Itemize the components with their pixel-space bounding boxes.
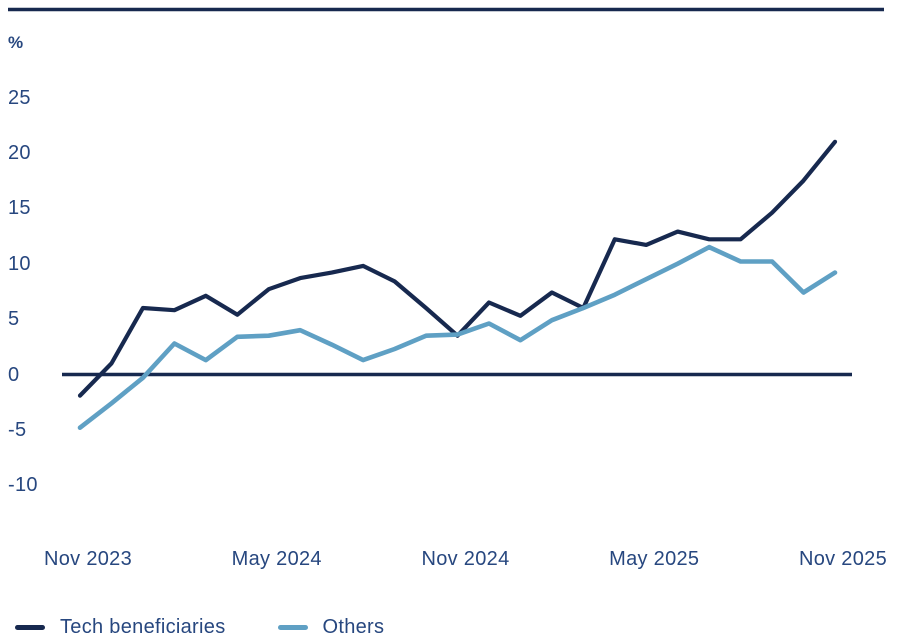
- x-tick-label-may-2025: May 2025: [609, 548, 700, 570]
- tech-beneficiaries-swatch-icon: [15, 624, 45, 630]
- y-tick-label--5: -5: [8, 418, 27, 441]
- y-tick-label-15: 15: [8, 197, 31, 220]
- x-tick-label-may-2024: May 2024: [231, 548, 322, 570]
- y-tick-label--10: -10: [8, 474, 38, 497]
- y-tick-label-0: 0: [8, 363, 20, 386]
- y-tick-label-10: 10: [8, 252, 31, 275]
- y-tick-label-20: 20: [8, 141, 31, 164]
- y-tick-label-5: 5: [8, 308, 20, 331]
- series-line-tech-beneficiaries: [77, 139, 838, 398]
- legend-item-others: Others: [277, 615, 385, 639]
- legend-item-tech-beneficiaries: Tech beneficiaries: [15, 616, 226, 639]
- others-swatch-icon: [277, 624, 308, 630]
- y-tick-label-25: 25: [8, 86, 31, 109]
- x-tick-label-nov-2023: Nov 2023: [43, 548, 133, 570]
- legend-label-others: Others: [322, 615, 385, 638]
- legend-label-tech-beneficiaries: Tech beneficiaries: [60, 615, 226, 638]
- x-tick-label-nov-2025: Nov 2025: [798, 548, 887, 570]
- y-axis-unit-label: %: [8, 33, 24, 52]
- legend: Tech beneficiaries Others: [15, 615, 384, 639]
- series-line-others: [77, 244, 838, 431]
- x-tick-label-nov-2024: Nov 2024: [421, 548, 510, 570]
